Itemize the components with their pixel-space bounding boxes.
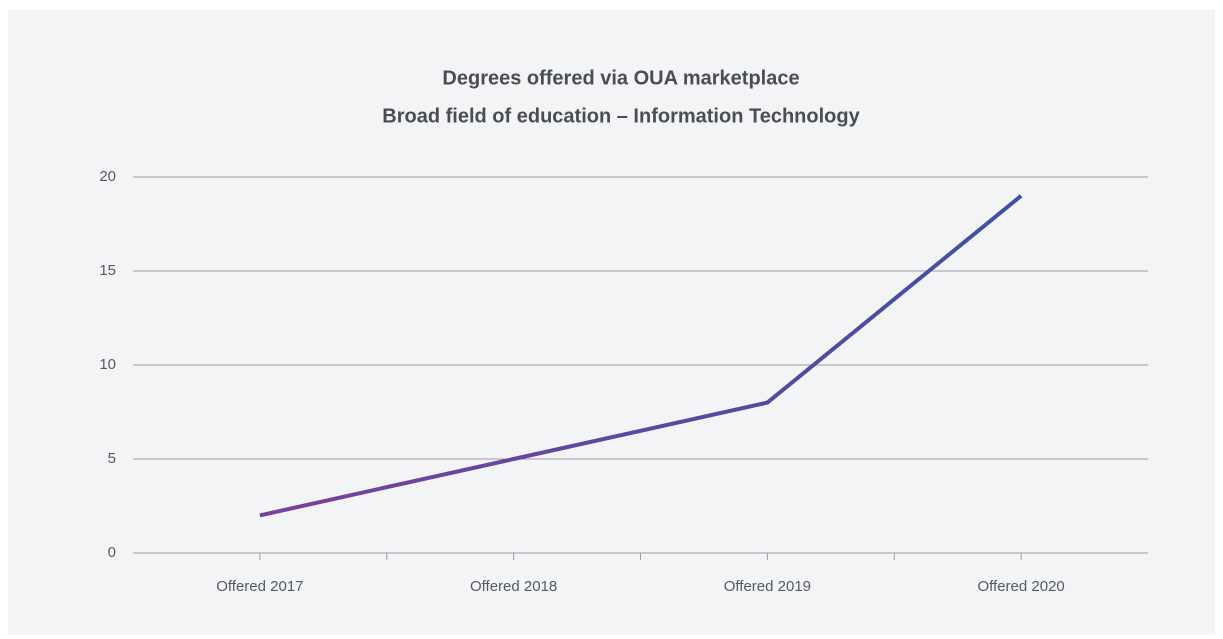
y-tick-label: 20 (99, 168, 116, 185)
chart-background (8, 10, 1215, 635)
data-line (259, 194, 1023, 518)
chart-title: Degrees offered via OUA marketplace (442, 67, 799, 89)
chart-subtitle: Broad field of education – Information T… (382, 105, 860, 127)
y-tick-label: 10 (99, 356, 116, 373)
y-tick-label: 15 (99, 262, 116, 279)
y-tick-label: 0 (108, 544, 116, 561)
x-tick-label: Offered 2018 (470, 578, 557, 595)
x-tick-label: Offered 2017 (216, 578, 303, 595)
x-tick-label: Offered 2019 (724, 578, 811, 595)
x-tick-label: Offered 2020 (977, 578, 1064, 595)
y-tick-label: 5 (108, 450, 116, 467)
